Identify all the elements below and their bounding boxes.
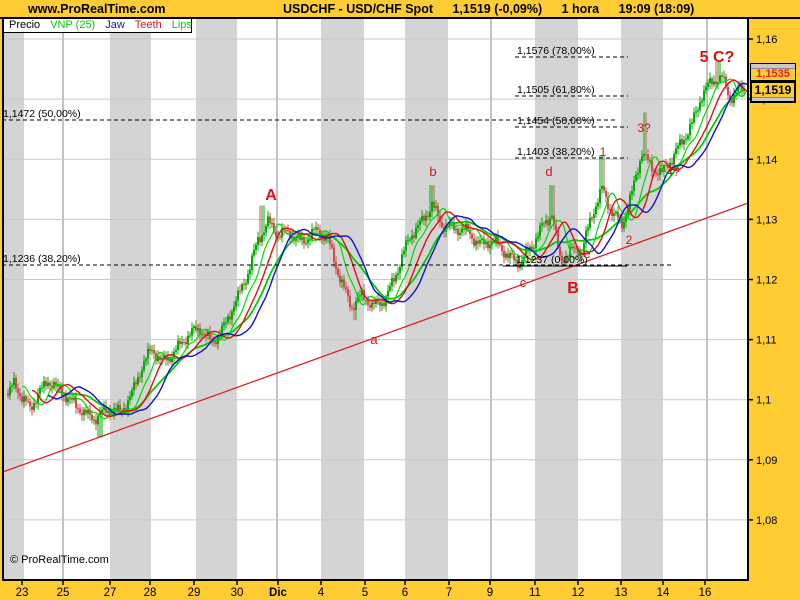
fib-label: 1,1576 (78,00%) [517, 45, 595, 57]
indicator-line-vnp [55, 88, 745, 414]
y-tick-label: 1,08 [756, 515, 777, 527]
brand-watermark: www.ProRealTime.com [28, 2, 166, 16]
fib-label: 1,1454 (50,00%) [517, 115, 595, 127]
wave-label[interactable]: 1 [600, 145, 607, 159]
symbol-label: USDCHF - USD/CHF Spot [283, 2, 433, 16]
y-tick-label: 1,13 [756, 214, 777, 226]
wave-label[interactable]: 4? [666, 165, 680, 179]
x-tick-label: 23 [16, 587, 29, 599]
indicator-line-teeth [31, 79, 748, 418]
indicator-line-jaw [47, 82, 748, 416]
fib-label: 1,1505 (61,80%) [517, 84, 595, 96]
x-tick-label: 25 [57, 587, 70, 599]
x-tick-label: 29 [188, 587, 201, 599]
y-tick-label: 1,1 [756, 395, 771, 407]
wave-label[interactable]: a [370, 332, 378, 347]
indicator-value-text: 1,1535 [756, 68, 790, 80]
x-tick-label: 11 [529, 587, 541, 599]
x-tick-label: 5 [362, 587, 368, 599]
legend-item-lips[interactable]: Lips [171, 19, 192, 31]
x-tick-label: 7 [446, 587, 452, 599]
fib-label: 1,1403 (38,20%) [517, 146, 595, 158]
wave-label[interactable]: B [567, 280, 579, 297]
legend-item-vnp-25[interactable]: VNP (25) [50, 19, 96, 31]
x-tick-label: 6 [402, 587, 408, 599]
wave-label[interactable]: e [583, 246, 590, 261]
x-axis[interactable]: 23 25 27 28 29 30 Dic 4 5 6 7 9 11 12 13 14 16 [16, 580, 712, 599]
day-shading-layer [2, 18, 663, 580]
wave-label[interactable]: 2 [626, 233, 633, 247]
badge-frame-bar [752, 97, 794, 101]
x-tick-label: 4 [318, 587, 325, 599]
y-tick-label: 1,11 [756, 335, 777, 347]
wave-label[interactable]: b [429, 164, 436, 179]
wave-label[interactable]: A [265, 187, 277, 204]
x-tick-label: 28 [144, 587, 157, 599]
clock-label: 19:09 (18:09) [618, 2, 695, 16]
indicator-lines-layer [21, 78, 748, 420]
trendline [3, 202, 748, 473]
y-axis[interactable]: 1,161,151,141,131,121,111,11,091,08 [748, 34, 777, 527]
chart-title: USDCHF - USD/CHF Spot 1,1519 (-0,09%) 1 … [283, 2, 710, 16]
x-tick-label: 30 [231, 587, 244, 599]
fib-label: 1,1472 (50,00%) [3, 108, 81, 120]
y-tick-label: 1,16 [756, 34, 777, 46]
x-tick-label: Dic [269, 587, 288, 599]
y-tick-label: 1,09 [756, 455, 777, 467]
wave-label[interactable]: d [545, 164, 552, 179]
x-tick-label: 14 [657, 587, 670, 599]
title-bar: www.ProRealTime.com USDCHF - USD/CHF Spo… [0, 0, 800, 19]
fib-label: 1,1236 (38,20%) [3, 253, 81, 265]
x-tick-label: 12 [572, 587, 585, 599]
last-price-badge: 1,1519 [750, 81, 796, 103]
indicator-value-badge: 1,1535 [750, 63, 796, 81]
copyright-label: © ProRealTime.com [10, 554, 109, 566]
wave-label[interactable]: 3? [637, 121, 651, 135]
x-tick-label: 16 [699, 587, 712, 599]
legend-price-label[interactable]: Precio [9, 19, 41, 31]
badge-frame-bar [751, 64, 795, 69]
legend-item-teeth[interactable]: Teeth [134, 19, 162, 31]
wave-labels-layer: Aa b c d e B 1 2 3? 4? 5 C? [265, 49, 734, 347]
axis-price-badges: 1,1535 1,1519 [750, 63, 796, 103]
last-price-text: 1,1519 [754, 83, 792, 97]
y-tick-label: 1,14 [756, 154, 777, 166]
fib-label: 1,1237 (0,00%) [516, 254, 588, 266]
wave-label[interactable]: c [520, 275, 527, 290]
legend-item-jaw[interactable]: Jaw [105, 19, 125, 31]
x-tick-label: 13 [615, 587, 628, 599]
indicator-line-lips [21, 78, 748, 420]
wave-label[interactable]: 5 C? [700, 49, 735, 66]
legend-bar: Precio VNP (25) Jaw Teeth Lips [4, 19, 192, 33]
x-tick-label: 9 [487, 587, 493, 599]
timeframe-label[interactable]: 1 hora [561, 2, 600, 16]
x-tick-label: 27 [104, 587, 117, 599]
y-tick-label: 1,12 [756, 275, 777, 287]
fibonacci-layer: 1,1472 (50,00%) 1,1236 (38,20%) 1,1237 (0,… [2, 45, 672, 267]
last-price-label: 1,1519 (-0,09%) [452, 2, 543, 16]
trendline-layer [3, 202, 748, 473]
